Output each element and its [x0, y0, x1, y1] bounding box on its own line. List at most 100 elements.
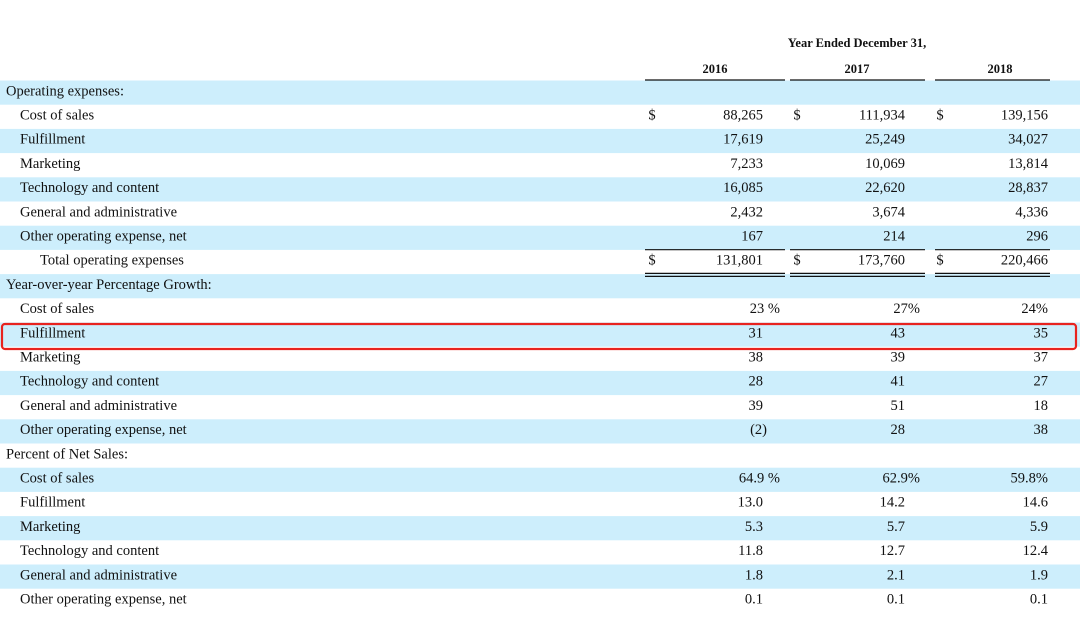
row-label: Other operating expense, net [20, 422, 187, 438]
cell-value: 28 [749, 374, 764, 390]
row-label: General and administrative [20, 398, 177, 414]
cell-value: 18 [1034, 398, 1049, 414]
year-header: 2016 [703, 62, 728, 76]
cell-value: 220,466 [1001, 253, 1048, 269]
cell-value: 59.8% [1011, 471, 1048, 487]
currency-sign: $ [793, 108, 800, 124]
row-shade [0, 564, 1080, 589]
cell-value: (2) [750, 422, 767, 438]
cell-value: 12.7 [880, 543, 905, 559]
currency-sign: $ [936, 108, 943, 124]
cell-value: 38 [749, 350, 764, 366]
cell-value: 64.9 % [739, 471, 780, 487]
cell-value: 296 [1026, 229, 1048, 245]
cell-value: 12.4 [1023, 543, 1049, 559]
currency-sign: $ [793, 253, 800, 269]
row-label: Total operating expenses [40, 253, 184, 269]
section-heading: Percent of Net Sales: [6, 446, 128, 462]
cell-value: 173,760 [858, 253, 905, 269]
cell-value: 1.8 [745, 567, 763, 583]
cell-value: 5.9 [1030, 519, 1048, 535]
row-label: General and administrative [20, 204, 177, 220]
cell-value: 34,027 [1008, 132, 1048, 148]
cell-value: 2.1 [887, 567, 905, 583]
cell-value: 17,619 [723, 132, 763, 148]
cell-value: 167 [741, 229, 763, 245]
cell-value: 28,837 [1008, 180, 1048, 196]
row-backgrounds [0, 80, 1080, 589]
row-label: Other operating expense, net [20, 229, 187, 245]
cell-value: 5.7 [887, 519, 905, 535]
cell-value: 39 [749, 398, 764, 414]
currency-sign: $ [648, 108, 655, 124]
cell-value: 43 [891, 325, 906, 341]
cell-value: 37 [1034, 350, 1049, 366]
row-shade [0, 80, 1080, 105]
row-label: Marketing [20, 519, 80, 535]
row-label: Cost of sales [20, 301, 94, 317]
row-label: Fulfillment [20, 495, 85, 511]
highlight-box [0, 322, 1078, 351]
section-heading: Year-over-year Percentage Growth: [6, 277, 212, 293]
year-header: 2018 [988, 62, 1013, 76]
cell-value: 27% [893, 301, 920, 317]
table-body: 2016 2017 2018 Operating expenses: Cost of s… [6, 62, 1050, 608]
cell-value: 31 [749, 325, 764, 341]
cell-value: 111,934 [859, 108, 906, 124]
cell-value: 5.3 [745, 519, 763, 535]
cell-value: 7,233 [730, 156, 763, 172]
cell-value: 25,249 [865, 132, 905, 148]
cell-value: 35 [1034, 325, 1049, 341]
cell-value: 51 [891, 398, 906, 414]
cell-value: 14.6 [1023, 495, 1048, 511]
cell-value: 14.2 [880, 495, 905, 511]
row-shade [0, 516, 1080, 541]
cell-value: 28 [891, 422, 906, 438]
cell-value: 41 [891, 374, 906, 390]
section-heading: Operating expenses: [6, 83, 124, 99]
row-shade [0, 177, 1080, 202]
header-title: Year Ended December 31, [788, 36, 926, 50]
cell-value: 27 [1034, 374, 1049, 390]
row-shade [0, 370, 1080, 396]
cell-value: 3,674 [872, 204, 905, 220]
cell-value: 10,069 [865, 156, 905, 172]
cell-value: 0.1 [1030, 592, 1048, 608]
cell-value: 16,085 [723, 180, 763, 196]
cell-value: 0.1 [745, 592, 763, 608]
currency-sign: $ [648, 253, 655, 269]
cell-value: 13.0 [738, 495, 763, 511]
row-label: Cost of sales [20, 108, 94, 124]
row-shade [0, 419, 1080, 444]
row-label: General and administrative [20, 567, 177, 583]
row-label: Technology and content [20, 543, 159, 559]
row-label: Technology and content [20, 374, 159, 390]
cell-value: 2,432 [730, 204, 763, 220]
cell-value: 38 [1034, 422, 1049, 438]
row-shade [0, 467, 1080, 492]
cell-value: 39 [891, 350, 906, 366]
year-header: 2017 [845, 62, 870, 76]
row-shade [0, 322, 1080, 347]
row-shade [0, 128, 1080, 154]
cell-value: 0.1 [887, 592, 905, 608]
row-label: Technology and content [20, 180, 159, 196]
row-label: Marketing [20, 350, 80, 366]
row-shade [0, 274, 1080, 299]
cell-value: 1.9 [1030, 567, 1048, 583]
cell-value: 214 [883, 229, 906, 245]
cell-value: 139,156 [1001, 108, 1048, 124]
cell-value: 131,801 [716, 253, 763, 269]
row-label: Fulfillment [20, 325, 85, 341]
cell-value: 88,265 [723, 108, 763, 124]
cell-value: 11.8 [738, 543, 763, 559]
cell-value: 4,336 [1015, 204, 1048, 220]
cell-value: 22,620 [865, 180, 905, 196]
row-label: Other operating expense, net [20, 592, 187, 608]
cell-value: 24% [1021, 301, 1048, 317]
row-label: Cost of sales [20, 471, 94, 487]
row-label: Marketing [20, 156, 80, 172]
row-shade [0, 225, 1080, 250]
cell-value: 13,814 [1008, 156, 1049, 172]
